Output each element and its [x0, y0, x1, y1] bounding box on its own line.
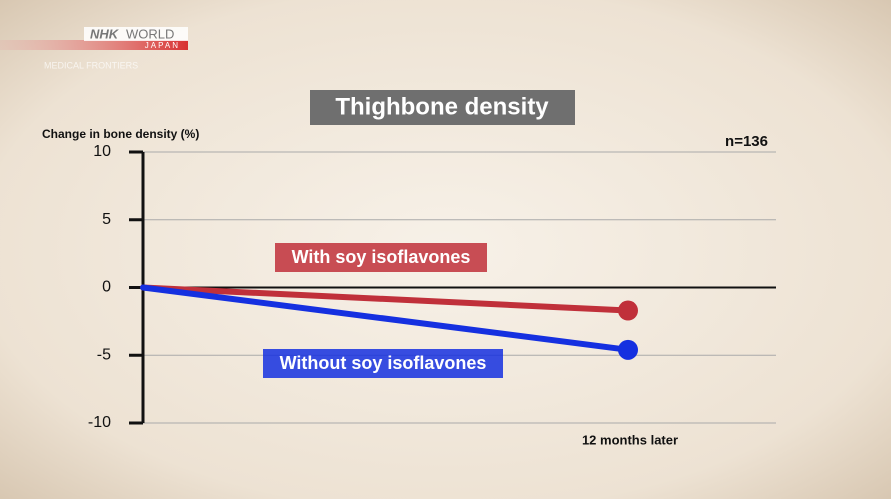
end-marker	[618, 300, 638, 321]
logo-sub: JAPAN	[145, 41, 180, 50]
legend-box	[275, 243, 487, 272]
logo-band	[0, 40, 188, 50]
legend-box	[263, 349, 503, 378]
y-tick-label: 10	[93, 143, 111, 160]
title-box	[310, 90, 575, 125]
program-name: MEDICAL FRONTIERS	[44, 60, 138, 70]
y-axis-label: Change in bone density (%)	[42, 127, 199, 141]
annotation: n=136	[725, 133, 768, 150]
y-tick-label: -5	[97, 346, 111, 363]
logo-word: WORLD	[126, 26, 174, 41]
legend-label: With soy isoflavones	[292, 247, 471, 267]
y-tick-label: -10	[88, 414, 111, 431]
x-tick-label: 12 months later	[582, 432, 678, 447]
logo-box	[84, 27, 188, 41]
series-line	[140, 284, 631, 314]
y-tick-label: 0	[102, 279, 111, 296]
chart-title: Thighbone density	[335, 93, 549, 120]
end-marker	[618, 339, 638, 360]
series-line	[140, 284, 631, 353]
legend-label: Without soy isoflavones	[280, 353, 487, 373]
plot: -10 -5 0 5 10 12 months later With soy isoflav…	[88, 143, 776, 447]
logo-mark: NHK	[90, 26, 120, 41]
y-tick-label: 5	[102, 211, 111, 228]
